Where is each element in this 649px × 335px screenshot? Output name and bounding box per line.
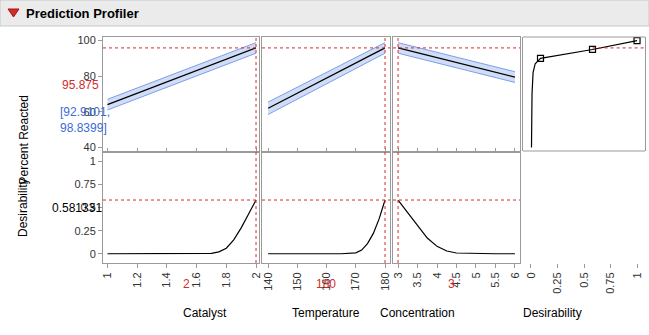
svg-text:Percent Reacted: Percent Reacted <box>17 95 31 184</box>
svg-text:80: 80 <box>84 70 96 82</box>
svg-text:1: 1 <box>101 272 113 278</box>
svg-text:[92.9101,98.8399]: [92.9101,98.8399] <box>60 105 110 135</box>
svg-text:0.5: 0.5 <box>81 201 96 213</box>
svg-text:40: 40 <box>84 141 96 153</box>
svg-text:1.6: 1.6 <box>190 272 202 287</box>
svg-text:170: 170 <box>349 272 361 290</box>
svg-text:Catalyst: Catalyst <box>183 306 227 320</box>
svg-text:2: 2 <box>183 277 190 291</box>
svg-text:3: 3 <box>448 277 455 291</box>
svg-text:1.2: 1.2 <box>131 272 143 287</box>
svg-text:Concentration: Concentration <box>380 306 455 320</box>
svg-text:60: 60 <box>84 106 96 118</box>
svg-text:4: 4 <box>431 272 443 278</box>
svg-text:0.25: 0.25 <box>551 272 563 293</box>
svg-text:0: 0 <box>90 248 96 260</box>
svg-text:180: 180 <box>379 272 391 290</box>
svg-text:150: 150 <box>291 272 303 290</box>
svg-text:100: 100 <box>77 34 95 46</box>
svg-text:Desirability: Desirability <box>16 178 30 237</box>
svg-text:Temperature: Temperature <box>292 306 360 320</box>
svg-text:0: 0 <box>525 272 537 278</box>
svg-text:5.5: 5.5 <box>489 272 501 287</box>
svg-text:6: 6 <box>509 272 521 278</box>
svg-text:Prediction Profiler: Prediction Profiler <box>26 6 139 21</box>
svg-text:1.4: 1.4 <box>160 272 172 287</box>
svg-text:95.875: 95.875 <box>62 78 99 92</box>
svg-text:5: 5 <box>470 272 482 278</box>
svg-text:Desirability: Desirability <box>523 306 582 320</box>
svg-text:1: 1 <box>90 155 96 167</box>
svg-text:3: 3 <box>392 272 404 278</box>
svg-text:4.5: 4.5 <box>450 272 462 287</box>
svg-text:0.75: 0.75 <box>604 272 616 293</box>
svg-text:1: 1 <box>631 272 643 278</box>
svg-text:0.581331: 0.581331 <box>52 201 102 215</box>
svg-text:2: 2 <box>250 272 262 278</box>
svg-text:1.8: 1.8 <box>220 272 232 287</box>
svg-text:0.75: 0.75 <box>74 178 95 190</box>
svg-text:160: 160 <box>320 272 332 290</box>
svg-text:140: 140 <box>262 272 274 290</box>
svg-text:0.5: 0.5 <box>578 272 590 287</box>
svg-text:180: 180 <box>316 277 336 291</box>
svg-text:3.5: 3.5 <box>411 272 423 287</box>
svg-text:0.25: 0.25 <box>74 225 95 237</box>
